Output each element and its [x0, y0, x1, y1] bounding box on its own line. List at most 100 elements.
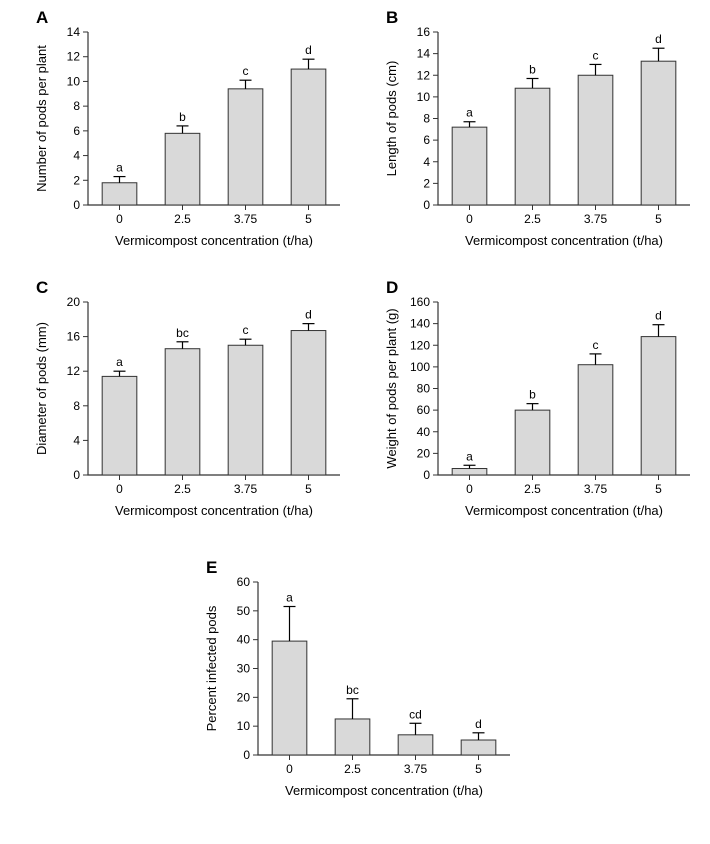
- svg-text:16: 16: [67, 330, 81, 344]
- svg-text:120: 120: [410, 338, 430, 352]
- svg-text:14: 14: [417, 47, 431, 61]
- x-axis-label: Vermicompost concentration (t/ha): [465, 503, 663, 518]
- bar: [165, 133, 200, 205]
- sig-letter: d: [655, 309, 662, 323]
- svg-text:20: 20: [237, 690, 251, 704]
- bar: [578, 75, 613, 205]
- svg-text:2.5: 2.5: [524, 212, 541, 226]
- bar: [228, 89, 263, 205]
- svg-text:12: 12: [417, 68, 431, 82]
- bar: [641, 61, 676, 205]
- svg-text:80: 80: [417, 382, 431, 396]
- sig-letter: b: [179, 110, 186, 124]
- svg-text:8: 8: [73, 399, 80, 413]
- panel-D: 020406080100120140160Weight of pods per …: [380, 280, 700, 530]
- svg-text:0: 0: [423, 468, 430, 482]
- svg-text:3.75: 3.75: [404, 762, 428, 776]
- svg-text:3.75: 3.75: [234, 482, 258, 496]
- panel-label-B: B: [386, 8, 398, 28]
- svg-text:0: 0: [423, 198, 430, 212]
- svg-text:5: 5: [655, 482, 662, 496]
- sig-letter: d: [475, 717, 482, 731]
- svg-text:0: 0: [466, 212, 473, 226]
- panel-E: 0102030405060Percent infected podsa0bc2.…: [200, 560, 520, 810]
- svg-text:140: 140: [410, 317, 430, 331]
- bar: [452, 469, 487, 475]
- svg-text:100: 100: [410, 360, 430, 374]
- panel-label-C: C: [36, 278, 48, 298]
- svg-text:160: 160: [410, 295, 430, 309]
- sig-letter: a: [116, 161, 123, 175]
- bar: [272, 641, 307, 755]
- sig-letter: d: [305, 43, 312, 57]
- x-axis-label: Vermicompost concentration (t/ha): [465, 233, 663, 248]
- svg-text:4: 4: [423, 155, 430, 169]
- svg-text:30: 30: [237, 662, 251, 676]
- sig-letter: cd: [409, 707, 422, 721]
- x-axis-label: Vermicompost concentration (t/ha): [115, 233, 313, 248]
- svg-text:2.5: 2.5: [344, 762, 361, 776]
- svg-text:2.5: 2.5: [174, 482, 191, 496]
- sig-letter: c: [243, 64, 249, 78]
- y-axis-label: Length of pods (cm): [384, 61, 399, 177]
- svg-text:20: 20: [67, 295, 81, 309]
- svg-text:16: 16: [417, 25, 431, 39]
- bar: [291, 69, 326, 205]
- svg-text:2.5: 2.5: [174, 212, 191, 226]
- y-axis-label: Weight of pods per plant (g): [384, 308, 399, 468]
- svg-text:20: 20: [417, 446, 431, 460]
- svg-text:3.75: 3.75: [584, 482, 608, 496]
- panel-label-E: E: [206, 558, 217, 578]
- bar: [102, 183, 137, 205]
- svg-text:40: 40: [237, 633, 251, 647]
- y-axis-label: Percent infected pods: [204, 605, 219, 731]
- sig-letter: c: [593, 48, 599, 62]
- svg-text:2: 2: [73, 173, 80, 187]
- panel-B: 0246810121416Length of pods (cm)a0b2.5c3…: [380, 10, 700, 260]
- sig-letter: bc: [346, 683, 359, 697]
- svg-text:40: 40: [417, 425, 431, 439]
- svg-text:5: 5: [475, 762, 482, 776]
- svg-text:3.75: 3.75: [234, 212, 258, 226]
- panel-label-D: D: [386, 278, 398, 298]
- bar: [515, 410, 550, 475]
- sig-letter: b: [529, 388, 536, 402]
- svg-text:14: 14: [67, 25, 81, 39]
- svg-text:0: 0: [286, 762, 293, 776]
- svg-text:0: 0: [116, 212, 123, 226]
- sig-letter: d: [305, 308, 312, 322]
- sig-letter: a: [286, 591, 293, 605]
- bar: [461, 740, 496, 755]
- svg-text:5: 5: [305, 482, 312, 496]
- svg-text:6: 6: [73, 124, 80, 138]
- sig-letter: a: [116, 355, 123, 369]
- bar: [291, 331, 326, 475]
- figure-container: 02468101214Number of pods per planta0b2.…: [0, 0, 710, 844]
- bar: [335, 719, 370, 755]
- bar: [228, 345, 263, 475]
- svg-text:8: 8: [73, 99, 80, 113]
- svg-text:50: 50: [237, 604, 251, 618]
- x-axis-label: Vermicompost concentration (t/ha): [285, 783, 483, 798]
- svg-text:4: 4: [73, 149, 80, 163]
- panel-A: 02468101214Number of pods per planta0b2.…: [30, 10, 350, 260]
- y-axis-label: Diameter of pods (mm): [34, 322, 49, 455]
- sig-letter: c: [243, 323, 249, 337]
- svg-text:12: 12: [67, 50, 81, 64]
- svg-text:0: 0: [466, 482, 473, 496]
- svg-text:8: 8: [423, 112, 430, 126]
- bar: [452, 127, 487, 205]
- bar: [515, 88, 550, 205]
- panel-C: 048121620Diameter of pods (mm)a0bc2.5c3.…: [30, 280, 350, 530]
- svg-text:0: 0: [243, 748, 250, 762]
- sig-letter: c: [593, 338, 599, 352]
- sig-letter: d: [655, 32, 662, 46]
- x-axis-label: Vermicompost concentration (t/ha): [115, 503, 313, 518]
- svg-text:12: 12: [67, 364, 81, 378]
- svg-text:2: 2: [423, 176, 430, 190]
- svg-text:2.5: 2.5: [524, 482, 541, 496]
- svg-text:4: 4: [73, 433, 80, 447]
- svg-text:3.75: 3.75: [584, 212, 608, 226]
- svg-text:0: 0: [73, 198, 80, 212]
- svg-text:5: 5: [305, 212, 312, 226]
